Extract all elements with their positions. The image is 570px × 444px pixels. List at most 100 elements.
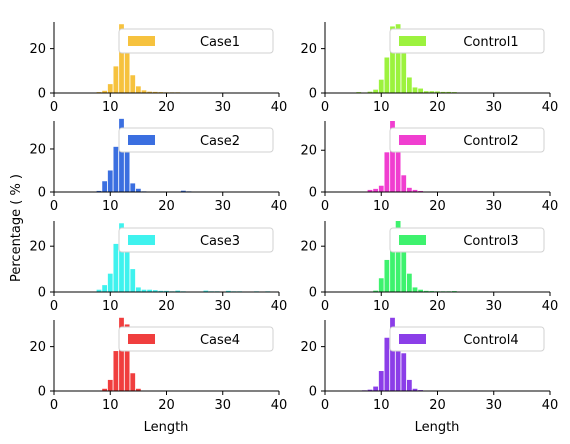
bar xyxy=(406,273,412,292)
x-tick-label: 10 xyxy=(373,398,390,413)
x-tick-label: 40 xyxy=(271,199,288,214)
x-tick-label: 0 xyxy=(321,199,329,214)
bar xyxy=(147,91,153,93)
bar xyxy=(367,91,373,93)
bar xyxy=(203,290,209,292)
panel-control4: 0 10 20 30 40 0 20 Control4 xyxy=(300,317,559,413)
bar xyxy=(401,353,407,391)
bar xyxy=(390,317,395,391)
bar xyxy=(367,389,373,391)
legend: Control2 xyxy=(389,127,545,153)
bar xyxy=(124,46,130,93)
legend-label: Control3 xyxy=(463,234,518,249)
legend: Case1 xyxy=(118,28,274,54)
bar xyxy=(113,146,119,192)
x-axis-label-right: Length xyxy=(415,420,460,435)
bar xyxy=(102,388,108,391)
legend-frame xyxy=(118,227,274,253)
bar xyxy=(384,337,390,391)
x-tick-label: 40 xyxy=(542,299,559,314)
x-tick-label: 30 xyxy=(214,299,231,314)
bar xyxy=(378,371,384,391)
bar xyxy=(412,87,418,93)
bar xyxy=(152,290,158,292)
y-tick-label: 20 xyxy=(300,240,317,255)
bar xyxy=(395,328,401,392)
bar xyxy=(135,86,141,93)
y-tick-label: 20 xyxy=(29,142,46,157)
bar xyxy=(440,91,446,93)
y-tick-label: 0 xyxy=(309,385,317,400)
bar xyxy=(135,188,141,192)
bar xyxy=(119,223,124,292)
x-tick-label: 0 xyxy=(321,299,329,314)
x-tick-label: 0 xyxy=(321,398,329,413)
bar xyxy=(119,317,124,391)
legend: Case2 xyxy=(118,127,274,153)
y-tick-label: 0 xyxy=(38,186,46,201)
legend-frame xyxy=(389,127,545,153)
legend: Case4 xyxy=(118,326,274,352)
legend-swatch xyxy=(399,334,426,344)
x-tick-label: 20 xyxy=(429,398,446,413)
legend-frame xyxy=(389,326,545,352)
bar xyxy=(390,121,395,192)
legend: Control1 xyxy=(389,28,545,54)
panel-control3: 0 10 20 30 40 0 20 Control3 xyxy=(300,221,558,314)
bar xyxy=(102,285,108,292)
bar xyxy=(164,290,169,292)
legend: Control4 xyxy=(389,326,545,352)
x-tick-label: 30 xyxy=(485,100,502,115)
y-tick-label: 0 xyxy=(309,87,317,102)
bar xyxy=(412,287,418,292)
x-tick-label: 20 xyxy=(429,100,446,115)
bar xyxy=(147,289,153,292)
x-tick-label: 40 xyxy=(542,398,559,413)
legend-swatch xyxy=(128,334,155,344)
x-tick-label: 0 xyxy=(321,100,329,115)
legend-swatch xyxy=(399,36,426,46)
x-tick-label: 0 xyxy=(50,100,58,115)
bar xyxy=(130,269,136,292)
panel-control2: 0 10 20 30 40 0 20 Control2 xyxy=(300,121,558,214)
bar xyxy=(113,351,119,391)
bar xyxy=(141,289,147,292)
panel-case3: 0 10 20 30 40 0 20 Case3 xyxy=(29,221,287,314)
bar xyxy=(373,290,379,292)
panel-case1: 0 10 20 30 40 0 20 Case1 xyxy=(29,22,287,115)
bar xyxy=(102,90,108,93)
bar xyxy=(429,91,435,93)
legend-frame xyxy=(118,28,274,54)
y-tick-label: 20 xyxy=(29,240,46,255)
bar xyxy=(180,190,186,192)
bar xyxy=(102,181,108,192)
bar xyxy=(384,152,390,192)
bar xyxy=(158,290,164,292)
bar xyxy=(423,290,429,292)
x-tick-label: 10 xyxy=(373,199,390,214)
legend-swatch xyxy=(128,135,155,145)
x-tick-label: 20 xyxy=(158,199,175,214)
legend-swatch xyxy=(128,235,155,245)
legend-swatch xyxy=(399,235,426,245)
bar xyxy=(130,75,136,93)
bar xyxy=(124,324,130,391)
panel-case4: 0 10 20 30 40 0 20 Case4 xyxy=(29,317,287,413)
bar xyxy=(406,187,412,192)
bar xyxy=(401,46,407,93)
bar xyxy=(96,289,102,292)
bar xyxy=(401,175,407,192)
bar xyxy=(113,66,119,94)
x-tick-label: 40 xyxy=(542,100,559,115)
x-tick-label: 30 xyxy=(214,398,231,413)
y-tick-label: 0 xyxy=(38,385,46,400)
x-tick-label: 0 xyxy=(50,398,58,413)
bar xyxy=(435,91,440,93)
x-tick-label: 10 xyxy=(102,299,119,314)
y-axis-label: Percentage ( % ) xyxy=(9,174,24,282)
x-tick-label: 30 xyxy=(485,398,502,413)
y-tick-label: 0 xyxy=(38,87,46,102)
legend-label: Control4 xyxy=(463,333,518,348)
bar xyxy=(395,24,401,93)
